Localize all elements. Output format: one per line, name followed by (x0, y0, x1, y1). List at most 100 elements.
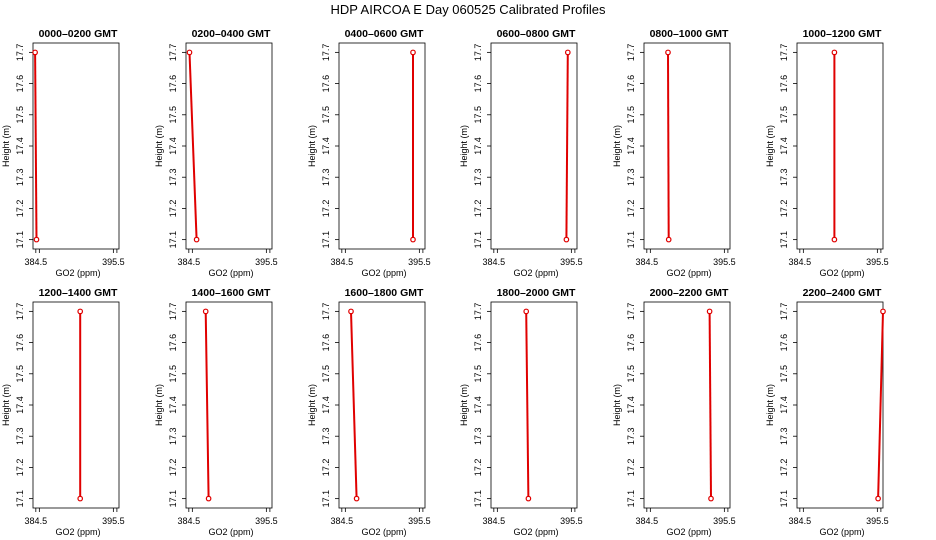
y-tick-label: 17.4 (168, 396, 178, 414)
y-tick-label: 17.5 (168, 106, 178, 124)
x-tick-label: 395.5 (866, 516, 889, 526)
x-axis-label: GO2 (ppm) (208, 527, 253, 537)
y-tick-label: 17.5 (321, 106, 331, 124)
y-tick-label: 17.2 (626, 459, 636, 477)
y-tick-label: 17.3 (779, 168, 789, 186)
panel-title: 0000–0200 GMT (39, 28, 118, 40)
x-tick-label: 384.5 (636, 257, 659, 267)
y-tick-label: 17.7 (473, 44, 483, 62)
y-tick-label: 17.6 (168, 75, 178, 93)
x-tick-label: 384.5 (178, 257, 201, 267)
y-tick-label: 17.6 (15, 334, 25, 352)
y-tick-label: 17.6 (321, 334, 331, 352)
y-tick-label: 17.2 (473, 200, 483, 218)
panel-title: 0400–0600 GMT (345, 28, 424, 40)
y-tick-label: 17.7 (321, 44, 331, 62)
y-tick-label: 17.7 (626, 303, 636, 321)
plot-box (643, 42, 731, 250)
x-tick-label: 384.5 (25, 516, 48, 526)
x-axis-label: GO2 (ppm) (55, 268, 100, 278)
x-axis-label: GO2 (ppm) (513, 268, 558, 278)
y-tick-label: 17.5 (473, 365, 483, 383)
x-axis-label: GO2 (ppm) (361, 527, 406, 537)
profile-point-bottom (665, 236, 672, 243)
y-tick-label: 17.2 (15, 200, 25, 218)
y-tick-label: 17.5 (321, 365, 331, 383)
profile-point-top (77, 308, 84, 315)
y-tick-label: 17.7 (15, 303, 25, 321)
x-axis-label: GO2 (ppm) (55, 527, 100, 537)
y-tick-label: 17.6 (15, 75, 25, 93)
profile-line (877, 311, 884, 499)
y-tick-label: 17.2 (15, 459, 25, 477)
profile-point-top (880, 308, 886, 315)
y-tick-label: 17.4 (15, 137, 25, 155)
profile-point-top (32, 49, 38, 56)
plot-box (796, 301, 884, 509)
y-tick-label: 17.1 (168, 231, 178, 249)
y-tick-label: 17.3 (473, 427, 483, 445)
y-tick-label: 17.4 (168, 137, 178, 155)
profile-point-bottom (193, 236, 200, 243)
y-tick-label: 17.2 (473, 459, 483, 477)
profile-point-bottom (353, 495, 360, 502)
plot-box (643, 301, 731, 509)
x-tick-label: 395.5 (866, 257, 889, 267)
x-tick-label: 384.5 (331, 516, 354, 526)
profile-line (188, 52, 198, 240)
plot-box (490, 301, 578, 509)
profile-point-bottom (410, 236, 416, 243)
y-axis-label: Height (m) (765, 384, 775, 426)
y-tick-label: 17.7 (168, 44, 178, 62)
y-tick-label: 17.6 (626, 334, 636, 352)
profile-point-bottom (525, 495, 532, 502)
plot-box (796, 42, 884, 250)
y-tick-label: 17.4 (15, 396, 25, 414)
y-tick-label: 17.3 (168, 427, 178, 445)
panel-title: 1600–1800 GMT (345, 287, 424, 299)
chart-panel: 0000–0200 GMT 17.1 17.2 17.3 17.4 17.5 17.6 17.… (1, 28, 125, 278)
y-tick-label: 17.6 (473, 75, 483, 93)
x-tick-label: 395.5 (408, 257, 431, 267)
profile-point-bottom (708, 495, 714, 502)
x-tick-label: 395.5 (255, 257, 278, 267)
y-tick-label: 17.3 (168, 168, 178, 186)
y-tick-label: 17.2 (321, 459, 331, 477)
panel-grid: 0000–0200 GMT 17.1 17.2 17.3 17.4 17.5 17.6 17.… (1, 28, 889, 537)
y-tick-label: 17.2 (779, 459, 789, 477)
chart-panel: 0800–1000 GMT 17.1 17.2 17.3 17.4 17.5 17.6 17.… (612, 28, 736, 278)
x-axis-label: GO2 (ppm) (819, 268, 864, 278)
y-tick-label: 17.2 (321, 200, 331, 218)
y-tick-label: 17.2 (626, 200, 636, 218)
chart-panel: 1200–1400 GMT 17.1 17.2 17.3 17.4 17.5 17.6 17.… (1, 287, 125, 537)
y-axis-label: Height (m) (459, 384, 469, 426)
y-tick-label: 17.7 (321, 303, 331, 321)
y-tick-label: 17.4 (626, 137, 636, 155)
x-tick-label: 384.5 (331, 257, 354, 267)
x-axis-label: GO2 (ppm) (513, 527, 558, 537)
panel-title: 1400–1600 GMT (192, 287, 271, 299)
y-tick-label: 17.3 (15, 427, 25, 445)
chart-panel: 1000–1200 GMT 17.1 17.2 17.3 17.4 17.5 17.6 17.… (765, 28, 889, 278)
plot-box (185, 301, 273, 509)
x-tick-label: 395.5 (560, 257, 583, 267)
y-tick-label: 17.7 (15, 44, 25, 62)
x-tick-label: 384.5 (178, 516, 201, 526)
plot-box (32, 42, 120, 250)
y-tick-label: 17.4 (473, 396, 483, 414)
y-tick-label: 17.2 (779, 200, 789, 218)
y-tick-label: 17.1 (168, 490, 178, 508)
figure-title: HDP AIRCOA E Day 060525 Calibrated Profi… (330, 2, 606, 17)
y-tick-label: 17.5 (473, 106, 483, 124)
y-tick-label: 17.7 (473, 303, 483, 321)
profile-point-bottom (563, 236, 570, 243)
profile-point-bottom (33, 236, 40, 243)
panel-title: 1200–1400 GMT (39, 287, 118, 299)
y-tick-label: 17.1 (626, 490, 636, 508)
x-tick-label: 384.5 (483, 257, 506, 267)
y-tick-label: 17.4 (321, 137, 331, 155)
y-tick-label: 17.4 (473, 137, 483, 155)
x-tick-label: 384.5 (789, 257, 812, 267)
y-tick-label: 17.5 (779, 106, 789, 124)
